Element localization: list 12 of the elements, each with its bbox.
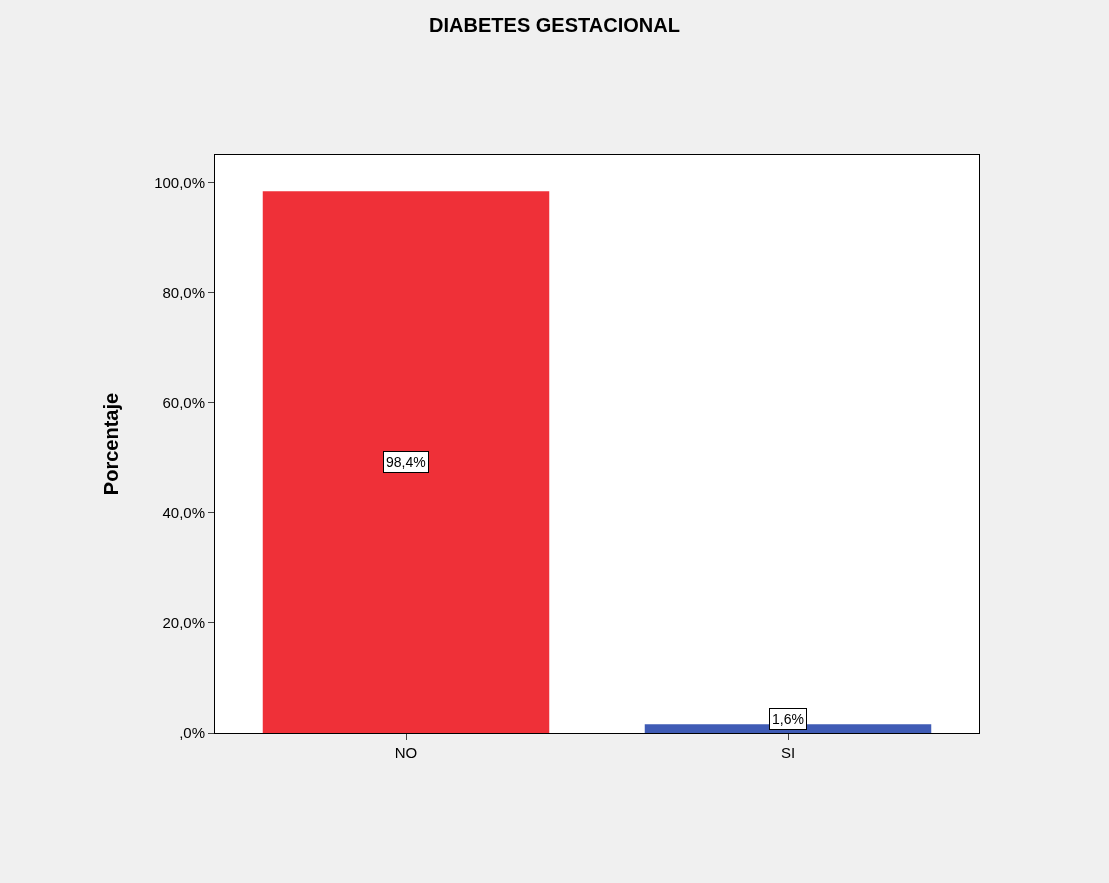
data-label: 98,4% (386, 454, 426, 470)
data-label: 1,6% (772, 711, 804, 727)
chart-title: DIABETES GESTACIONAL (429, 13, 680, 36)
y-tick-label: 60,0% (162, 393, 205, 411)
y-tick-label: 40,0% (162, 504, 205, 522)
x-tick-label: SI (780, 744, 796, 761)
y-tick-label: 20,0% (162, 614, 205, 632)
y-tick-label: 100,0% (154, 173, 205, 191)
y-tick-label: 80,0% (162, 283, 205, 301)
y-tick-label: ,0% (179, 724, 205, 742)
x-tick-label: NO (394, 744, 418, 761)
y-axis-title: Porcentaje (99, 392, 122, 496)
